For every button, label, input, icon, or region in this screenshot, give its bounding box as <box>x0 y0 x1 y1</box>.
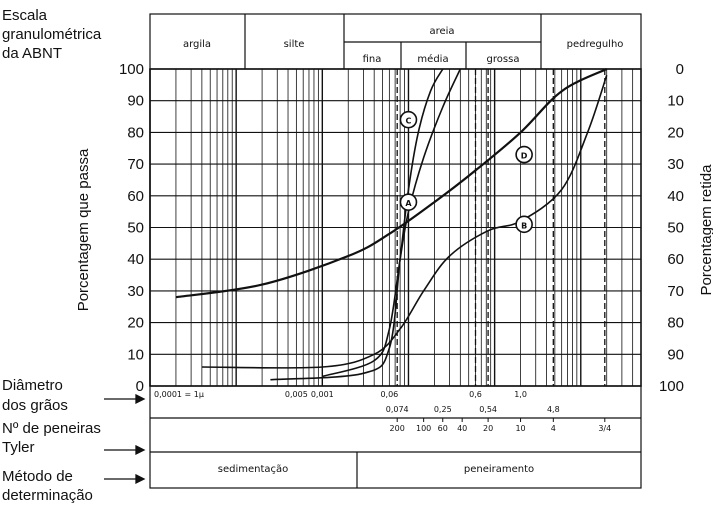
sieve-ticks: 200 100 60 40 20 10 4 3/4 <box>390 418 611 433</box>
y-tick-right: 0 <box>676 61 684 78</box>
y-tick-left: 90 <box>127 93 144 110</box>
y-tick-right: 100 <box>659 378 684 395</box>
marker-label-a: A <box>405 199 412 208</box>
y-tick-left: 10 <box>127 346 144 363</box>
y-tick-right: 90 <box>667 346 684 363</box>
y-tick-left: 50 <box>127 220 144 237</box>
heading-line-1: Escala <box>2 7 48 24</box>
row-label-metodo-2: determinação <box>2 487 93 504</box>
y-tick-right: 30 <box>667 156 684 173</box>
curve-a <box>322 68 462 378</box>
y-axis-left-title: Porcentagem que passa <box>75 148 92 311</box>
diameter-tick-label: 0,005 <box>285 390 308 399</box>
header-grossa: grossa <box>487 54 520 65</box>
y-tick-left: 100 <box>119 61 144 78</box>
row-label-metodo-1: Método de <box>2 468 73 485</box>
marker-circle-b <box>515 215 533 234</box>
sieve-tick-label: 10 <box>515 424 525 433</box>
sieve-tick-label: 4 <box>551 424 556 433</box>
row-label-diametro-2: dos grãos <box>2 397 68 414</box>
curve-b <box>201 75 608 369</box>
y-tick-right: 10 <box>667 93 684 110</box>
diameter-tick-label: 0,0001 = 1μ <box>154 390 204 399</box>
marker-circle-d <box>515 145 533 164</box>
y-tick-left: 40 <box>127 251 144 268</box>
sieve-tick-label: 200 <box>390 424 405 433</box>
curve-c <box>270 68 444 381</box>
y-tick-right: 60 <box>667 251 684 268</box>
y-axis-right-title: Porcentagem retida <box>698 164 713 296</box>
y-tick-left: 20 <box>127 315 144 332</box>
y-tick-left: 60 <box>127 188 144 205</box>
sieve-tick-label: 3/4 <box>598 424 611 433</box>
heading-line-2: granulométrica <box>2 26 102 43</box>
y-tick-right: 80 <box>667 315 684 332</box>
marker-label-d: D <box>521 152 528 161</box>
row-label-diametro-1: Diâmetro <box>2 377 63 394</box>
sieve-tick-label: 40 <box>457 424 467 433</box>
diameter-tick-label: 0,25 <box>434 405 452 414</box>
header-silte: silte <box>284 39 305 50</box>
sieve-tick-label: 60 <box>438 424 448 433</box>
diameter-tick-label: 0,06 <box>380 390 398 399</box>
curve-d <box>175 68 608 299</box>
left-y-ticks: 0 10 20 30 40 50 60 70 80 90 100 <box>119 61 144 395</box>
sieve-tick-label: 100 <box>416 424 431 433</box>
marker-circle-a <box>399 193 418 211</box>
y-tick-right: 50 <box>667 220 684 237</box>
method-peneiramento: peneiramento <box>464 464 534 475</box>
sieve-tick-label: 20 <box>483 424 493 433</box>
diameter-ticks: 0,0001 = 1μ 0,005 0,001 0,06 0,6 1,0 0,074 0,25… <box>154 390 560 414</box>
marker-label-b: B <box>521 221 527 230</box>
y-tick-left: 70 <box>127 156 144 173</box>
diameter-tick-label: 0,54 <box>479 405 497 414</box>
method-sedimentacao: sedimentação <box>218 464 289 475</box>
header-argila: argila <box>183 39 211 50</box>
header-media: média <box>417 53 448 65</box>
diameter-tick-label: 4,8 <box>547 405 560 414</box>
diameter-tick-label: 0,074 <box>386 405 409 414</box>
marker-circle-c <box>399 110 418 129</box>
y-tick-left: 80 <box>127 124 144 141</box>
diameter-tick-label: 0,6 <box>469 390 482 399</box>
marker-label-c: C <box>406 117 412 126</box>
curve-markers: C A D B <box>399 110 533 234</box>
y-tick-right: 40 <box>667 188 684 205</box>
curves <box>175 68 608 381</box>
row-label-peneiras: Nº de peneiras <box>2 420 101 437</box>
y-tick-right: 20 <box>667 124 684 141</box>
header-pedregulho: pedregulho <box>567 39 624 50</box>
header-areia: areia <box>429 26 454 37</box>
lower-table <box>149 385 642 489</box>
diameter-tick-label: 1,0 <box>514 390 527 399</box>
y-tick-left: 0 <box>136 378 144 395</box>
row-label-tyler: Tyler <box>2 439 35 456</box>
row-arrows <box>104 393 146 485</box>
y-tick-right: 70 <box>667 283 684 300</box>
heading-line-3: da ABNT <box>2 45 62 62</box>
diameter-tick-label: 0,001 <box>311 390 334 399</box>
header-fina: fina <box>363 54 382 65</box>
y-tick-left: 30 <box>127 283 144 300</box>
